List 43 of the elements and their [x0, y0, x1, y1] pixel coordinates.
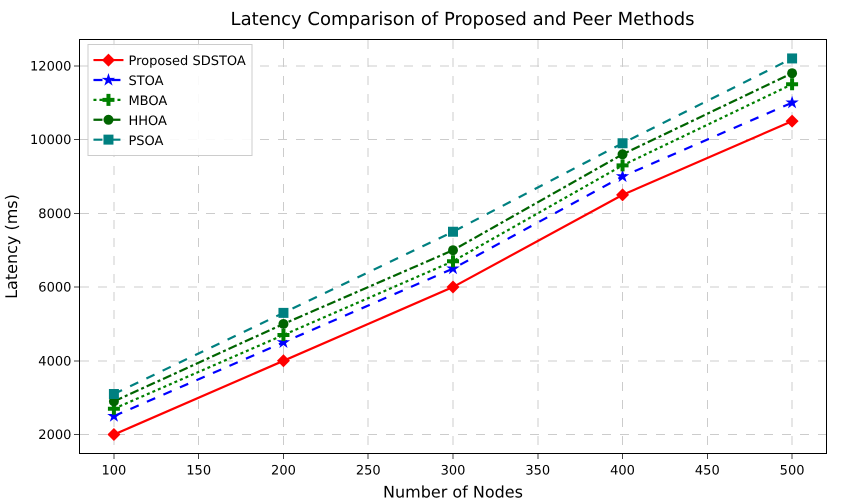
legend-label: Proposed SDSTOA	[128, 54, 246, 70]
point	[786, 114, 799, 128]
y-tick-label: 6000	[38, 280, 72, 296]
x-tick-label: 250	[356, 464, 381, 479]
y-tick-label: 8000	[38, 206, 72, 222]
x-tick-label: 400	[610, 464, 635, 479]
x-axis-title: Number of Nodes	[383, 482, 523, 502]
point	[786, 78, 798, 90]
point	[107, 428, 120, 442]
point	[278, 318, 288, 329]
x-tick-label: 500	[780, 464, 805, 479]
point	[787, 53, 798, 64]
point	[278, 308, 288, 318]
point	[277, 329, 290, 341]
point	[276, 354, 290, 368]
point	[616, 159, 629, 172]
point	[618, 149, 628, 160]
y-tick-label: 4000	[38, 354, 72, 370]
point	[448, 245, 458, 256]
x-tick-label: 350	[525, 464, 550, 479]
point	[447, 255, 459, 268]
legend-label: STOA	[128, 74, 164, 90]
x-tick-label: 300	[440, 464, 466, 479]
y-tick-label: 10000	[30, 133, 72, 148]
x-tick-label: 150	[186, 464, 212, 479]
x-tick-label: 200	[271, 464, 296, 479]
point	[446, 280, 460, 294]
point	[448, 226, 458, 237]
point	[616, 169, 630, 182]
y-axis-title: Latency (ms)	[2, 194, 21, 299]
chart-title: Latency Comparison of Proposed and Peer Methods	[230, 9, 695, 30]
point	[785, 96, 799, 108]
y-tick-label: 12000	[30, 59, 72, 74]
point	[618, 138, 628, 148]
y-tick-label: 2000	[38, 428, 72, 444]
x-tick-label: 100	[101, 464, 126, 479]
legend-label: HHOA	[128, 114, 168, 129]
legend-label: MBOA	[128, 94, 168, 109]
point	[787, 68, 798, 78]
legend-label: PSOA	[128, 134, 164, 149]
x-tick-label: 450	[694, 464, 720, 479]
point	[616, 188, 630, 202]
point	[108, 389, 119, 399]
